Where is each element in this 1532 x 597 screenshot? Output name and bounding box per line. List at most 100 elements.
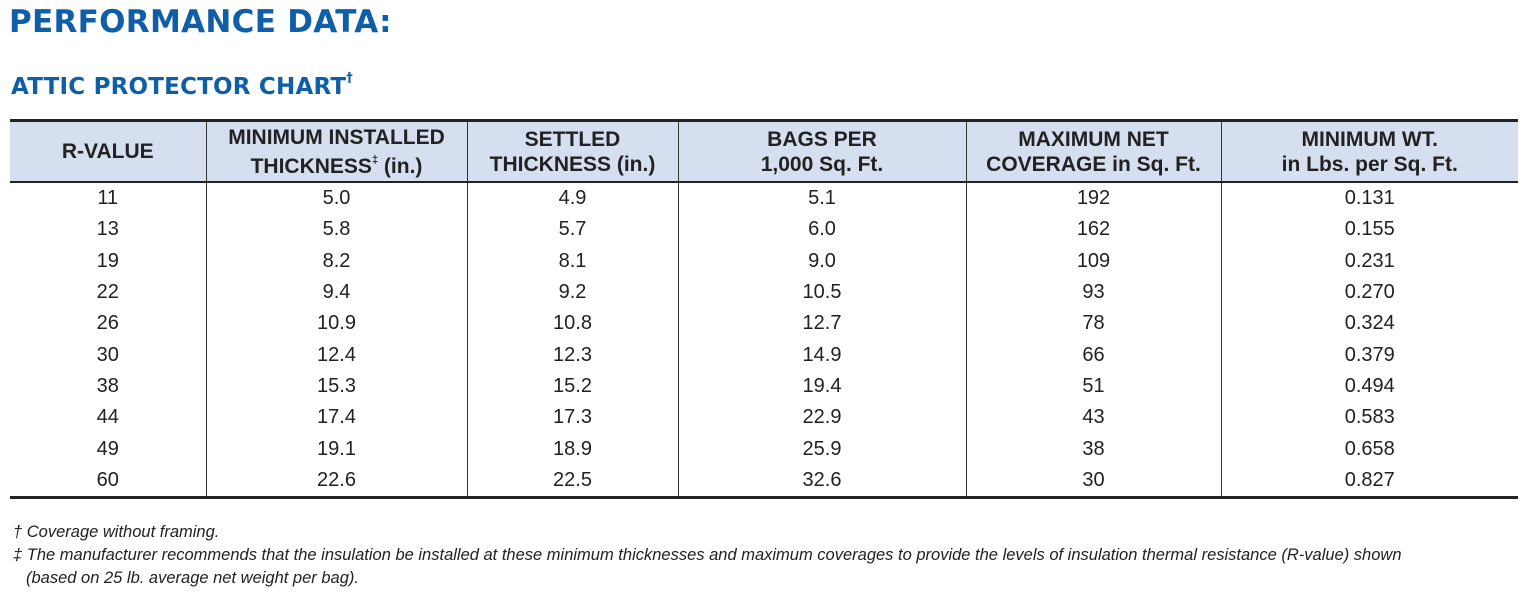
page-title: PERFORMANCE DATA: — [9, 4, 392, 40]
header-line2: THICKNESS — [489, 152, 612, 176]
cell-bags-per-1000: 6.0 — [677, 214, 966, 246]
cell-min-installed-thickness: 5.8 — [205, 214, 467, 246]
cell-min-weight: 0.155 — [1220, 214, 1518, 246]
header-min-weight: MINIMUM WT. in Lbs. per Sq. Ft. — [1220, 120, 1518, 183]
cell-min-weight: 0.827 — [1220, 464, 1518, 498]
table-row: 30 12.4 12.3 14.9 66 0.379 — [10, 339, 1518, 371]
cell-min-weight: 0.379 — [1220, 339, 1518, 371]
cell-bags-per-1000: 14.9 — [677, 339, 966, 371]
cell-max-net-coverage: 192 — [965, 182, 1221, 215]
table-row: 22 9.4 9.2 10.5 93 0.270 — [10, 276, 1518, 309]
header-line2: 1,000 Sq. Ft. — [760, 152, 884, 176]
cell-bags-per-1000: 22.9 — [677, 402, 966, 434]
cell-min-weight: 0.494 — [1220, 370, 1518, 403]
header-line1: MINIMUM WT. — [1301, 127, 1438, 151]
header-double-dagger-mark: ‡ — [371, 153, 379, 166]
table-header-row: R-VALUE MINIMUM INSTALLED THICKNESS‡ (in.)… — [10, 120, 1518, 183]
cell-min-weight: 0.583 — [1220, 402, 1518, 434]
cell-max-net-coverage: 109 — [965, 245, 1221, 277]
cell-settled-thickness: 8.1 — [466, 245, 678, 277]
header-line1: MINIMUM INSTALLED — [228, 125, 445, 149]
attic-protector-table: R-VALUE MINIMUM INSTALLED THICKNESS‡ (in.)… — [10, 119, 1518, 499]
header-line1: BAGS PER — [767, 127, 877, 151]
table-row: 44 17.4 17.3 22.9 43 0.583 — [10, 402, 1518, 434]
cell-min-installed-thickness: 19.1 — [205, 433, 467, 465]
cell-r-value: 13 — [96, 218, 119, 241]
cell-min-weight: 0.658 — [1220, 433, 1518, 465]
cell-max-net-coverage: 38 — [965, 433, 1221, 465]
cell-r-value: 60 — [96, 468, 119, 491]
cell-min-installed-thickness: 15.3 — [205, 370, 467, 403]
table-row: 19 8.2 8.1 9.0 109 0.231 — [10, 245, 1518, 277]
footnote-dagger: † Coverage without framing. — [13, 523, 220, 541]
chart-title-text: ATTIC PROTECTOR CHART — [11, 74, 347, 100]
header-unit: (in.) — [378, 154, 423, 178]
table-row: 11 5.0 4.9 5.1 192 0.131 — [10, 182, 1518, 215]
cell-settled-thickness: 22.5 — [466, 464, 678, 498]
cell-min-installed-thickness: 22.6 — [205, 464, 467, 498]
header-line2: in Lbs. per Sq. Ft. — [1281, 152, 1458, 176]
cell-bags-per-1000: 32.6 — [677, 464, 966, 498]
cell-r-value: 22 — [96, 281, 119, 304]
cell-min-weight: 0.270 — [1220, 276, 1518, 309]
table-row: 60 22.6 22.5 32.6 30 0.827 — [10, 464, 1518, 498]
cell-settled-thickness: 15.2 — [466, 370, 678, 403]
header-max-net-coverage: MAXIMUM NET COVERAGE in Sq. Ft. — [965, 120, 1221, 183]
cell-r-value: 30 — [96, 343, 119, 366]
cell-max-net-coverage: 78 — [965, 308, 1221, 340]
cell-bags-per-1000: 25.9 — [677, 433, 966, 465]
cell-max-net-coverage: 162 — [965, 214, 1221, 246]
cell-max-net-coverage: 51 — [965, 370, 1221, 403]
attic-protector-table-container: R-VALUE MINIMUM INSTALLED THICKNESS‡ (in.)… — [10, 119, 1518, 499]
table-row: 49 19.1 18.9 25.9 38 0.658 — [10, 433, 1518, 465]
footnote-double-dagger: ‡ The manufacturer recommends that the i… — [13, 546, 1402, 564]
cell-min-installed-thickness: 12.4 — [205, 339, 467, 371]
cell-r-value: 19 — [96, 249, 119, 272]
chart-title: ATTIC PROTECTOR CHART† — [11, 71, 353, 100]
cell-max-net-coverage: 66 — [965, 339, 1221, 371]
cell-bags-per-1000: 12.7 — [677, 308, 966, 340]
header-settled-thickness: SETTLED THICKNESS (in.) — [466, 120, 678, 183]
cell-r-value: 44 — [96, 406, 119, 429]
header-unit: (in.) — [611, 152, 656, 176]
cell-min-installed-thickness: 10.9 — [205, 308, 467, 340]
cell-settled-thickness: 9.2 — [466, 276, 678, 309]
cell-r-value: 49 — [96, 437, 119, 460]
cell-r-value: 26 — [96, 312, 119, 335]
cell-settled-thickness: 4.9 — [466, 182, 678, 215]
cell-min-installed-thickness: 5.0 — [205, 182, 467, 215]
cell-min-installed-thickness: 8.2 — [205, 245, 467, 277]
table-body: 11 5.0 4.9 5.1 192 0.131 13 5.8 5.7 6.0 162 0.155 19… — [10, 182, 1518, 498]
header-min-installed-thickness: MINIMUM INSTALLED THICKNESS‡ (in.) — [205, 120, 467, 183]
header-line2: THICKNESS — [250, 154, 372, 178]
cell-bags-per-1000: 19.4 — [677, 370, 966, 403]
cell-min-weight: 0.131 — [1220, 182, 1518, 215]
header-line2: COVERAGE in Sq. Ft. — [986, 152, 1201, 176]
cell-bags-per-1000: 9.0 — [677, 245, 966, 277]
header-line1: SETTLED — [524, 127, 621, 151]
cell-r-value: 38 — [96, 374, 119, 397]
header-line1: R-VALUE — [61, 140, 154, 163]
footnote-double-dagger-continued: (based on 25 lb. average net weight per … — [26, 569, 359, 587]
header-bags-per-1000: BAGS PER 1,000 Sq. Ft. — [677, 120, 966, 183]
cell-settled-thickness: 10.8 — [466, 308, 678, 340]
header-r-value: R-VALUE — [10, 120, 206, 183]
cell-settled-thickness: 12.3 — [466, 339, 678, 371]
table-row: 13 5.8 5.7 6.0 162 0.155 — [10, 214, 1518, 246]
table-row: 26 10.9 10.8 12.7 78 0.324 — [10, 308, 1518, 340]
cell-max-net-coverage: 30 — [965, 464, 1221, 498]
cell-min-installed-thickness: 17.4 — [205, 402, 467, 434]
cell-min-weight: 0.324 — [1220, 308, 1518, 340]
cell-min-installed-thickness: 9.4 — [205, 276, 467, 309]
cell-min-weight: 0.231 — [1220, 245, 1518, 277]
cell-settled-thickness: 5.7 — [466, 214, 678, 246]
cell-settled-thickness: 17.3 — [466, 402, 678, 434]
footnotes: † Coverage without framing. ‡ The manufa… — [13, 521, 1513, 590]
cell-max-net-coverage: 43 — [965, 402, 1221, 434]
table-row: 38 15.3 15.2 19.4 51 0.494 — [10, 370, 1518, 403]
cell-bags-per-1000: 10.5 — [677, 276, 966, 309]
cell-r-value: 11 — [97, 187, 119, 210]
cell-max-net-coverage: 93 — [965, 276, 1221, 309]
cell-settled-thickness: 18.9 — [466, 433, 678, 465]
chart-title-dagger-mark: † — [346, 71, 353, 87]
